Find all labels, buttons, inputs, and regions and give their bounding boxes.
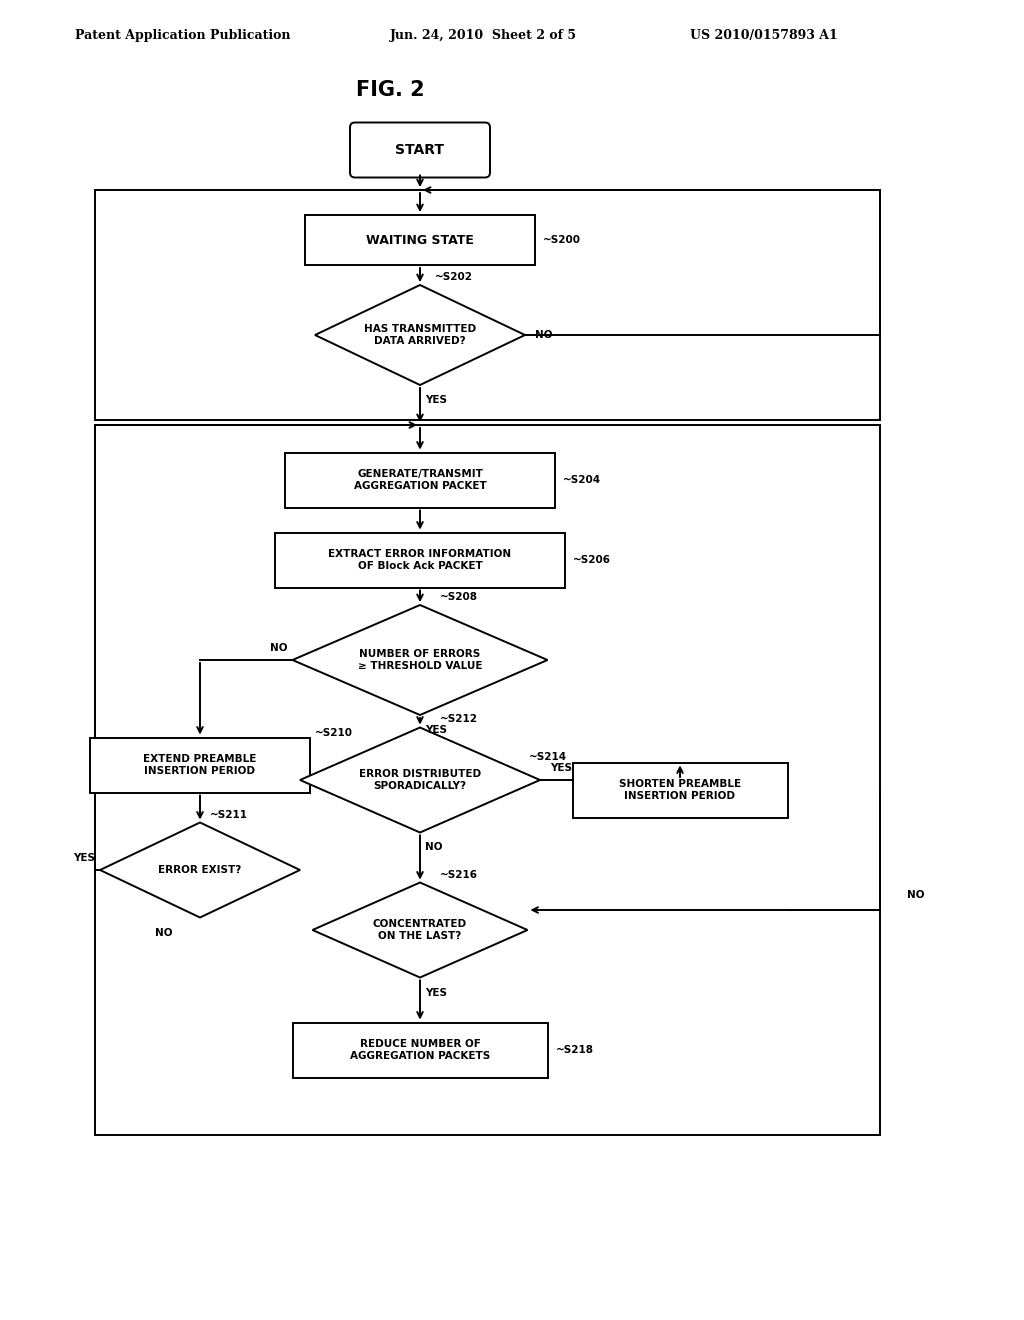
Text: ~S218: ~S218 (555, 1045, 594, 1055)
Text: EXTRACT ERROR INFORMATION
OF Block Ack PACKET: EXTRACT ERROR INFORMATION OF Block Ack P… (329, 549, 512, 570)
Text: START: START (395, 143, 444, 157)
Text: YES: YES (73, 853, 95, 863)
Polygon shape (315, 285, 525, 385)
Text: ~S211: ~S211 (210, 809, 248, 820)
Text: NO: NO (535, 330, 553, 341)
Text: ~S212: ~S212 (440, 714, 478, 725)
Text: YES: YES (550, 763, 572, 774)
Text: SHORTEN PREAMBLE
INSERTION PERIOD: SHORTEN PREAMBLE INSERTION PERIOD (618, 779, 741, 801)
Text: GENERATE/TRANSMIT
AGGREGATION PACKET: GENERATE/TRANSMIT AGGREGATION PACKET (353, 469, 486, 491)
Text: Patent Application Publication: Patent Application Publication (75, 29, 291, 41)
Bar (90, 738, 310, 792)
Bar (95, 190, 880, 420)
Text: REDUCE NUMBER OF
AGGREGATION PACKETS: REDUCE NUMBER OF AGGREGATION PACKETS (350, 1039, 490, 1061)
Text: HAS TRANSMITTED
DATA ARRIVED?: HAS TRANSMITTED DATA ARRIVED? (364, 325, 476, 346)
Text: US 2010/0157893 A1: US 2010/0157893 A1 (690, 29, 838, 41)
Text: ~S216: ~S216 (440, 870, 478, 879)
Text: FIG. 2: FIG. 2 (355, 81, 424, 100)
Bar (572, 763, 787, 817)
Text: ~S200: ~S200 (543, 235, 581, 246)
Polygon shape (312, 883, 527, 978)
Text: NUMBER OF ERRORS
≥ THRESHOLD VALUE: NUMBER OF ERRORS ≥ THRESHOLD VALUE (357, 649, 482, 671)
Text: YES: YES (425, 725, 447, 735)
Text: NO: NO (155, 928, 172, 937)
Bar (293, 1023, 548, 1077)
Text: ~S204: ~S204 (563, 475, 601, 484)
Text: YES: YES (425, 987, 447, 998)
Polygon shape (293, 605, 548, 715)
Text: NO: NO (907, 890, 925, 900)
Bar (275, 532, 565, 587)
Text: WAITING STATE: WAITING STATE (366, 234, 474, 247)
Text: CONCENTRATED
ON THE LAST?: CONCENTRATED ON THE LAST? (373, 919, 467, 941)
Text: ~S210: ~S210 (315, 727, 353, 738)
Text: ERROR DISTRIBUTED
SPORADICALLY?: ERROR DISTRIBUTED SPORADICALLY? (359, 770, 481, 791)
Text: EXTEND PREAMBLE
INSERTION PERIOD: EXTEND PREAMBLE INSERTION PERIOD (143, 754, 257, 776)
Text: Jun. 24, 2010  Sheet 2 of 5: Jun. 24, 2010 Sheet 2 of 5 (390, 29, 577, 41)
Text: NO: NO (425, 842, 442, 853)
Polygon shape (300, 727, 540, 833)
Text: ~S214: ~S214 (529, 752, 567, 763)
FancyBboxPatch shape (350, 123, 490, 177)
Text: ~S206: ~S206 (573, 554, 611, 565)
Text: YES: YES (425, 395, 447, 405)
Bar (305, 215, 535, 265)
Polygon shape (100, 822, 300, 917)
Bar (95, 425, 880, 1135)
Text: ERROR EXIST?: ERROR EXIST? (159, 865, 242, 875)
Bar (285, 453, 555, 507)
Text: ~S202: ~S202 (435, 272, 473, 282)
Text: NO: NO (270, 643, 288, 653)
Text: ~S208: ~S208 (440, 591, 478, 602)
